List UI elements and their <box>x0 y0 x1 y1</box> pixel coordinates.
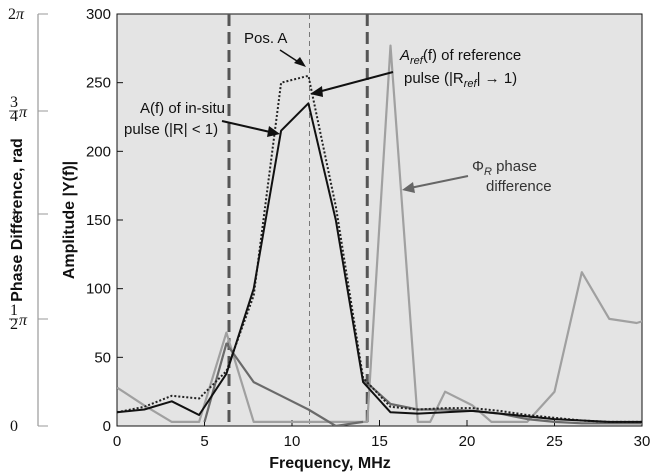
phase-axis-label: Phase Difference, rad <box>9 138 26 302</box>
y-tick-label: 100 <box>86 281 111 298</box>
annotations: Pos. A Aref(f) of reference pulse (|Rref… <box>124 30 552 195</box>
phase-axis-ticks <box>38 13 48 427</box>
svg-text:3: 3 <box>10 94 18 111</box>
arrow-aref <box>317 71 394 93</box>
x-tick-label: 0 <box>113 433 121 450</box>
series-line-solid-black <box>117 102 642 423</box>
svg-text:π: π <box>19 104 28 121</box>
x-tick-label: 15 <box>371 433 388 450</box>
phase-tick-0: 0 <box>10 418 18 435</box>
annotation-aref-line2: pulse (|Rref| → 1) <box>404 70 517 90</box>
annotation-a-line2: pulse (|R| < 1) <box>124 121 218 138</box>
x-tick-label: 5 <box>200 433 208 450</box>
y-tick-label: 50 <box>94 349 111 366</box>
annotation-a-line1: A(f) of in-situ <box>140 100 225 117</box>
phase-tick-pi: π <box>12 206 21 223</box>
series-line-solid-darkgray <box>203 342 364 426</box>
arrow-a <box>221 120 271 133</box>
arrow-phi <box>409 175 469 189</box>
vertical-markers <box>227 14 369 426</box>
y-tick-label: 150 <box>86 212 111 229</box>
svg-text:π: π <box>19 312 28 329</box>
svg-text:1: 1 <box>10 302 18 319</box>
y-tick-label: 200 <box>86 143 111 160</box>
x-tick-label: 25 <box>546 433 563 450</box>
phase-tick-2pi: 2π <box>8 6 25 23</box>
x-axis-label: Frequency, MHz <box>269 455 391 472</box>
annotation-phi-line2: difference <box>486 178 552 195</box>
y-axis-label: Amplitude |Y(f)| <box>61 161 78 279</box>
phase-tick-three-quarter-pi: 3 4 π <box>9 94 28 125</box>
y-tick-label: 300 <box>86 6 111 23</box>
svg-text:4: 4 <box>10 108 18 125</box>
svg-text:2: 2 <box>10 316 18 333</box>
series-line-solid-gray <box>117 44 642 423</box>
phase-tick-half-pi: 1 2 π <box>9 302 28 333</box>
x-tick-label: 30 <box>634 433 651 450</box>
y-tick-label: 250 <box>86 75 111 92</box>
annotation-pos-a: Pos. A <box>244 30 287 47</box>
x-tick-label: 20 <box>459 433 476 450</box>
x-tick-label: 10 <box>284 433 301 450</box>
annotation-aref-line1: Aref(f) of reference <box>399 47 521 67</box>
annotation-phi-line1: ΦR phase <box>472 158 537 178</box>
y-tick-label: 0 <box>103 418 111 435</box>
series-group <box>117 44 642 426</box>
